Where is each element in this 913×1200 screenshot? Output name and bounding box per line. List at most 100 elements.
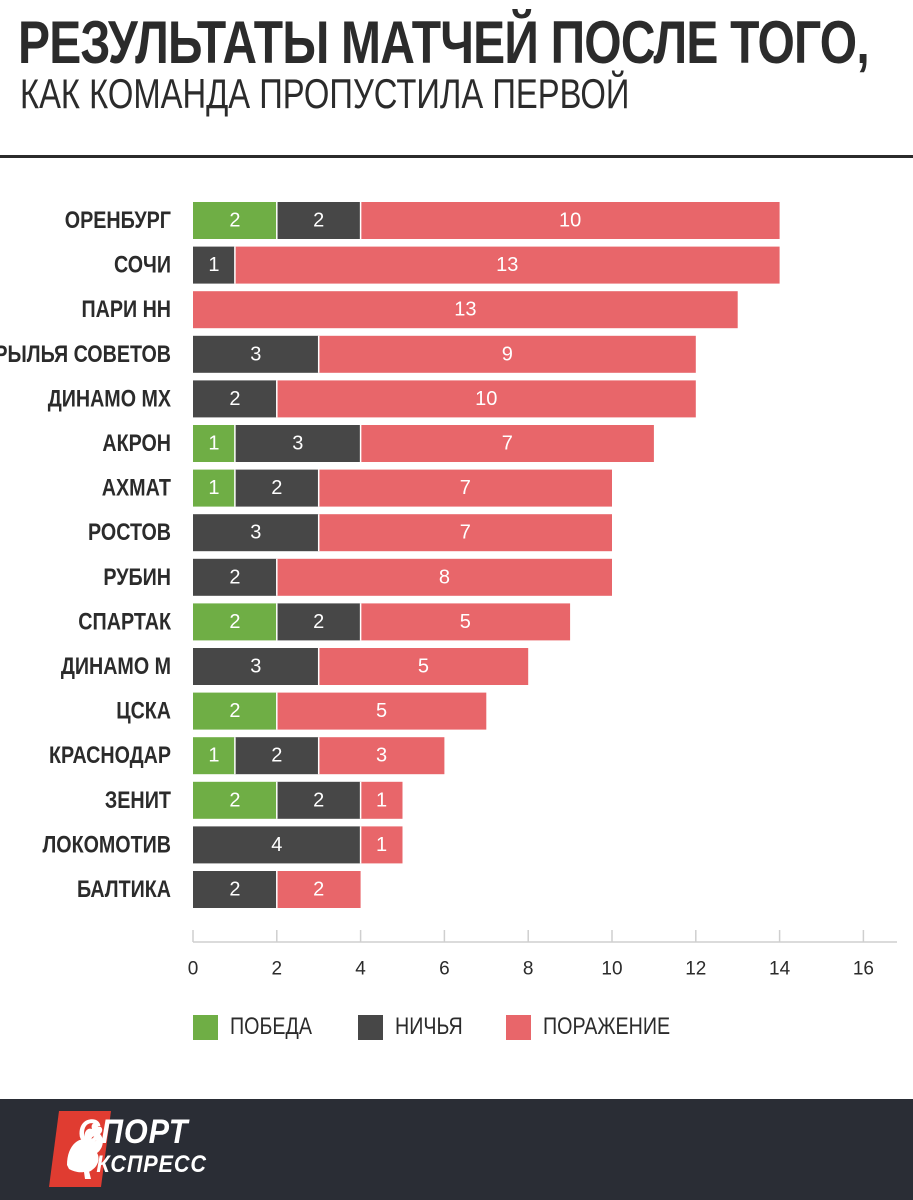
bar-value-label: 10 — [559, 210, 581, 232]
bar-value-label: 3 — [376, 745, 387, 767]
legend-label: ПОБЕДА — [230, 1013, 312, 1040]
category-label: КРЫЛЬЯ СОВЕТОВ — [0, 341, 171, 368]
bar-value-label: 3 — [250, 343, 261, 365]
category-label: ЗЕНИТ — [105, 787, 171, 814]
bar-value-label: 5 — [460, 611, 471, 633]
x-tick-label: 2 — [272, 959, 283, 980]
bar-value-label: 4 — [271, 834, 282, 856]
x-tick-label: 10 — [601, 959, 622, 980]
bar-value-label: 1 — [208, 477, 219, 499]
bar-segment-loss — [193, 291, 738, 329]
bar-value-label: 8 — [439, 566, 450, 588]
bar-value-label: 13 — [496, 254, 518, 276]
category-label: ДИНАМО М — [61, 653, 171, 680]
rooster-logo-icon — [49, 1111, 111, 1187]
bar-segment-draw — [276, 781, 361, 819]
bar-value-label: 2 — [229, 700, 240, 722]
bar-value-label: 2 — [271, 477, 282, 499]
category-label: БАЛТИКА — [77, 876, 171, 903]
bar-segment-draw — [193, 648, 319, 685]
bar-segment-loss — [276, 380, 696, 418]
x-tick-label: 0 — [188, 959, 199, 980]
bar-segment-draw — [193, 558, 277, 596]
bar-segment-loss — [318, 335, 696, 373]
x-tick-label: 16 — [853, 959, 874, 980]
bar-value-label: 1 — [208, 745, 219, 767]
bar-value-label: 3 — [250, 522, 261, 544]
category-label: ЦСКА — [116, 698, 171, 725]
category-label: ОРЕНБУРГ — [65, 207, 172, 234]
logo-text-express: ЭКСПРЕСС — [80, 1151, 207, 1178]
bar-segment-loss — [276, 692, 487, 730]
bar-segment-loss — [318, 737, 445, 775]
bar-segment-loss — [360, 826, 403, 864]
bar-value-label: 7 — [460, 477, 471, 499]
x-tick-label: 12 — [685, 959, 706, 980]
bar-segment-win — [193, 603, 277, 641]
category-label: АКРОН — [102, 430, 171, 457]
header-divider — [0, 155, 913, 158]
bar-value-label: 7 — [460, 522, 471, 544]
x-tick-label: 14 — [769, 959, 791, 980]
bar-segment-draw — [193, 246, 235, 284]
bar-value-label: 1 — [208, 433, 219, 455]
bar-value-label: 2 — [313, 611, 324, 633]
bar-value-label: 3 — [250, 656, 261, 678]
bar-value-label: 2 — [313, 879, 324, 901]
bar-segment-win — [193, 469, 235, 507]
x-tick-label: 4 — [355, 959, 366, 980]
bar-value-label: 13 — [454, 299, 476, 321]
legend-item-loss: ПОРАЖЕНИЕ — [505, 1013, 698, 1041]
category-label: РОСТОВ — [88, 519, 171, 546]
legend-label: НИЧЬЯ — [394, 1013, 463, 1040]
bar-value-label: 1 — [376, 789, 387, 811]
legend-swatch — [505, 1014, 531, 1040]
legend-swatch — [193, 1014, 218, 1040]
category-label: ПАРИ НН — [81, 296, 171, 323]
chart-subtitle: КАК КОМАНДА ПРОПУСТИЛА ПЕРВОЙ — [20, 70, 630, 117]
bar-segment-win — [193, 692, 277, 730]
bar-segment-draw — [193, 380, 277, 418]
category-label: КРАСНОДАР — [49, 742, 171, 769]
bar-segment-loss — [234, 246, 780, 284]
bar-segment-loss — [360, 603, 571, 641]
bar-segment-win — [193, 781, 277, 819]
bar-segment-loss — [318, 514, 612, 552]
bar-value-label: 2 — [271, 745, 282, 767]
bar-segment-win — [193, 202, 277, 239]
bar-value-label: 2 — [229, 210, 240, 232]
chart-title: РЕЗУЛЬТАТЫ МАТЧЕЙ ПОСЛЕ ТОГО, — [18, 9, 870, 76]
category-label: СОЧИ — [114, 252, 171, 279]
bar-value-label: 5 — [376, 700, 387, 722]
category-label: АХМАТ — [102, 475, 172, 502]
bar-segment-draw — [193, 826, 361, 864]
bar-value-label: 2 — [313, 210, 324, 232]
bar-segment-draw — [234, 737, 319, 775]
bar-value-label: 2 — [229, 789, 240, 811]
bar-segment-loss — [360, 202, 780, 239]
bar-segment-draw — [193, 335, 319, 373]
bar-value-label: 2 — [229, 388, 240, 410]
category-label: СПАРТАК — [78, 608, 171, 635]
category-label: ЛОКОМОТИВ — [42, 831, 171, 858]
bar-segment-draw — [234, 469, 319, 507]
bar-segment-loss — [318, 648, 529, 685]
bar-value-label: 2 — [229, 879, 240, 901]
bar-value-label: 5 — [418, 656, 429, 678]
chart-legend: ПОБЕДА НИЧЬЯ ПОРАЖЕНИЕ — [193, 1012, 726, 1042]
legend-swatch — [357, 1014, 383, 1040]
bar-segment-loss — [360, 781, 403, 819]
bar-value-label: 1 — [376, 834, 387, 856]
legend-item-win: ПОБЕДА — [193, 1013, 330, 1041]
bar-segment-win — [193, 737, 235, 775]
bar-value-label: 2 — [229, 566, 240, 588]
bar-value-label: 9 — [502, 343, 513, 365]
bar-value-label: 2 — [313, 789, 324, 811]
bar-segment-draw — [193, 514, 319, 552]
logo-text-sport: СПОРТ — [78, 1113, 189, 1151]
category-label: РУБИН — [103, 564, 171, 591]
bar-segment-draw — [276, 202, 361, 239]
bar-segment-loss — [276, 558, 612, 596]
category-label: ДИНАМО МХ — [48, 385, 171, 412]
bar-value-label: 10 — [475, 388, 497, 410]
